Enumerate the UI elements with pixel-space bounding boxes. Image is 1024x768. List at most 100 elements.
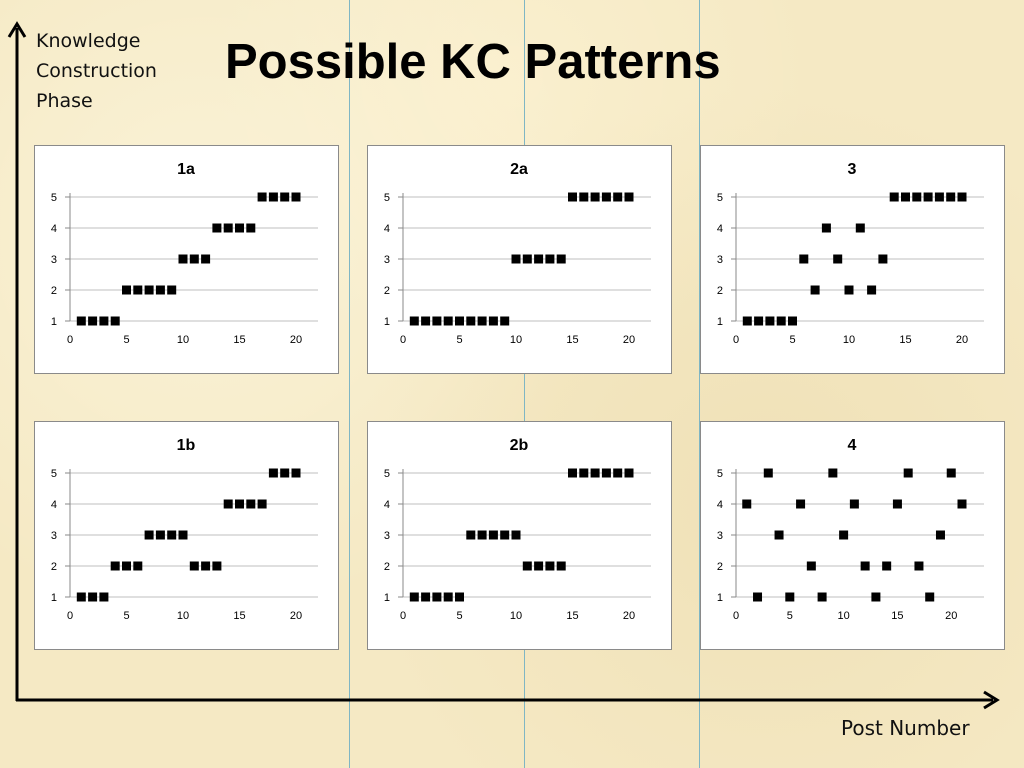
data-point (291, 468, 301, 478)
data-point (849, 499, 859, 509)
x-tick-label: 10 (177, 334, 189, 346)
data-point (839, 530, 849, 540)
data-point (189, 561, 199, 571)
x-tick-label: 15 (899, 334, 911, 346)
data-point (882, 561, 892, 571)
y-tick-label: 1 (717, 316, 723, 328)
data-point (763, 468, 773, 478)
data-point (257, 192, 267, 202)
x-tick-label: 0 (67, 334, 73, 346)
y-tick-label: 1 (51, 592, 57, 604)
data-point (500, 530, 510, 540)
data-point (923, 192, 933, 202)
data-point (914, 561, 924, 571)
data-point (167, 285, 177, 295)
data-point (934, 192, 944, 202)
x-tick-label: 15 (233, 334, 245, 346)
data-point (821, 223, 831, 233)
data-point (590, 192, 600, 202)
data-point (110, 316, 120, 326)
data-point (477, 530, 487, 540)
data-point (624, 192, 634, 202)
y-tick-label: 5 (717, 192, 723, 204)
data-point (144, 530, 154, 540)
y-tick-label: 3 (51, 254, 57, 266)
data-point (99, 316, 109, 326)
data-point (742, 316, 752, 326)
y-tick-label: 1 (384, 316, 390, 328)
data-point (235, 499, 244, 509)
data-point (774, 530, 784, 540)
data-point (788, 316, 797, 326)
x-tick-label: 5 (456, 610, 462, 622)
x-tick-label: 0 (733, 610, 739, 622)
y-tick-label: 2 (717, 561, 723, 573)
y-tick-label: 4 (51, 499, 57, 511)
data-point (144, 285, 154, 295)
data-point (568, 192, 577, 202)
data-point (613, 192, 623, 202)
x-tick-label: 15 (566, 334, 578, 346)
data-point (443, 592, 453, 602)
data-point (785, 592, 795, 602)
data-point (776, 316, 786, 326)
y-tick-label: 5 (717, 468, 723, 480)
guide-line-3 (699, 0, 700, 768)
y-tick-label: 2 (384, 285, 390, 297)
x-tick-label: 0 (400, 610, 406, 622)
data-point (466, 530, 476, 540)
data-point (522, 254, 532, 264)
data-point (178, 254, 188, 264)
y-tick-label: 4 (51, 223, 57, 235)
data-point (500, 316, 510, 326)
data-point (534, 561, 544, 571)
data-point (76, 316, 86, 326)
data-point (799, 254, 809, 264)
y-tick-label: 1 (717, 592, 723, 604)
chart-title: 1b (177, 437, 196, 454)
data-point (903, 468, 913, 478)
data-point (925, 592, 935, 602)
data-point (601, 192, 611, 202)
data-point (765, 316, 775, 326)
y-tick-label: 4 (384, 499, 390, 511)
data-point (860, 561, 870, 571)
data-point (753, 592, 763, 602)
data-point (817, 592, 827, 602)
data-point (946, 192, 956, 202)
data-point (88, 592, 98, 602)
y-tick-label: 3 (384, 254, 390, 266)
data-point (534, 254, 544, 264)
page-title: Possible KC Patterns (225, 35, 721, 89)
data-point (545, 254, 555, 264)
data-point (189, 254, 199, 264)
data-point (871, 592, 881, 602)
y-tick-label: 4 (384, 223, 390, 235)
data-point (511, 530, 521, 540)
data-point (212, 561, 222, 571)
chart-panel-1a: 1a 1 2 3 4 5 0 5 10 15 20 (34, 145, 339, 374)
data-point (590, 468, 600, 478)
data-point (155, 530, 165, 540)
x-tick-label: 5 (123, 334, 129, 346)
chart-title: 1a (177, 161, 195, 178)
data-point (901, 192, 910, 202)
y-tick-label: 4 (717, 499, 723, 511)
data-point (443, 316, 453, 326)
y-tick-label: 4 (717, 223, 723, 235)
data-point (280, 468, 290, 478)
y-tick-label: 3 (717, 254, 723, 266)
x-tick-label: 5 (456, 334, 462, 346)
y-tick-label: 5 (384, 192, 390, 204)
chart-title: 4 (848, 437, 857, 454)
data-point (432, 592, 442, 602)
x-tick-label: 5 (789, 334, 795, 346)
data-point (122, 285, 131, 295)
data-point (796, 499, 806, 509)
chart-title: 2a (510, 161, 528, 178)
chart-title: 2b (510, 437, 529, 454)
x-tick-label: 15 (566, 610, 578, 622)
data-point (201, 561, 211, 571)
data-point (455, 592, 464, 602)
x-tick-label: 15 (891, 610, 903, 622)
